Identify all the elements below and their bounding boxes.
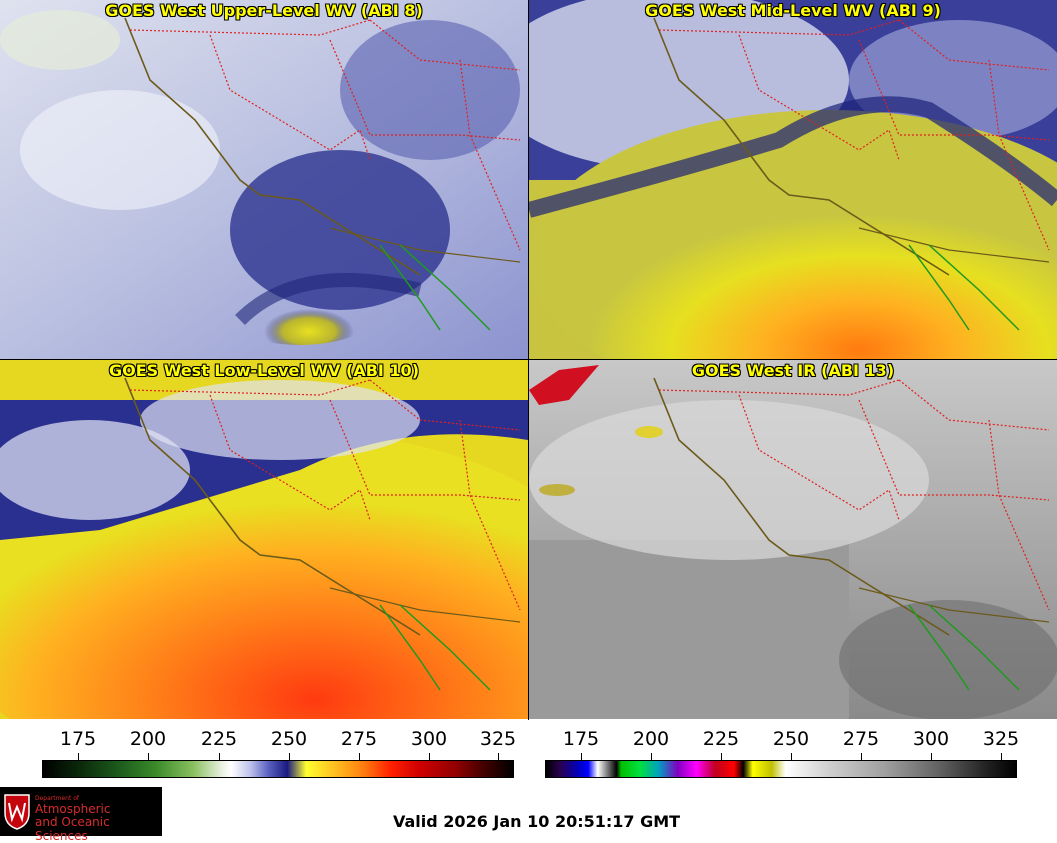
panel-title: GOES West Mid-Level WV (ABI 9)	[645, 1, 941, 20]
ir-tick-label: 275	[842, 728, 880, 750]
uw-aos-logo: Department of Atmospheric and Oceanic Sc…	[0, 787, 162, 843]
ir-tick-mark	[791, 753, 792, 760]
panel-divider-vertical	[528, 0, 529, 720]
upper-level-wv-image	[0, 0, 528, 359]
ir-tick-label: 325	[982, 728, 1020, 750]
wv-colorbar-tick-labels: 175 200 225 250 275 300 325	[0, 728, 528, 752]
ir-tick-label: 300	[912, 728, 950, 750]
wv-colorbar-gradient	[42, 760, 514, 778]
valid-time: Valid 2026 Jan 10 20:51:17 GMT	[393, 812, 681, 831]
wv-tick-mark	[148, 753, 149, 760]
ir-tick-label: 200	[632, 728, 670, 750]
ir-tick-mark	[1001, 753, 1002, 760]
wv-tick-mark	[289, 753, 290, 760]
wv-tick-label: 300	[410, 728, 448, 750]
logo-dept-text: Department of	[35, 795, 79, 802]
wv-tick-label: 250	[270, 728, 308, 750]
wv-tick-mark	[429, 753, 430, 760]
wv-tick-mark	[498, 753, 499, 760]
panel-title: GOES West Upper-Level WV (ABI 8)	[105, 1, 423, 20]
wv-tick-label: 275	[340, 728, 378, 750]
wv-tick-mark	[78, 753, 79, 760]
panel-title: GOES West Low-Level WV (ABI 10)	[108, 361, 419, 380]
panel-upper-level-wv: GOES West Upper-Level WV (ABI 8)	[0, 0, 528, 359]
ir-tick-mark	[651, 753, 652, 760]
wv-tick-label: 325	[479, 728, 517, 750]
wv-tick-label: 175	[59, 728, 97, 750]
ir-tick-mark	[721, 753, 722, 760]
ir-colorbar: 175 200 225 250 275 300 325	[529, 720, 1057, 780]
panel-mid-level-wv: GOES West Mid-Level WV (ABI 9)	[529, 0, 1057, 359]
logo-line2: and Oceanic Sciences	[35, 815, 110, 843]
mid-level-wv-image	[529, 0, 1057, 359]
ir-tick-mark	[861, 753, 862, 760]
wv-colorbar: 175 200 225 250 275 300 325	[0, 720, 528, 780]
ir-tick-label: 225	[702, 728, 740, 750]
ir-tick-label: 175	[562, 728, 600, 750]
panel-ir: GOES West IR (ABI 13)	[529, 360, 1057, 719]
logo-line1: Atmospheric	[35, 802, 111, 816]
ir-tick-mark	[581, 753, 582, 760]
uw-crest-icon	[4, 794, 30, 830]
panel-title: GOES West IR (ABI 13)	[691, 361, 895, 380]
ir-tick-label: 250	[772, 728, 810, 750]
low-level-wv-image	[0, 360, 528, 719]
panel-low-level-wv: GOES West Low-Level WV (ABI 10)	[0, 360, 528, 719]
ir-colorbar-tick-labels: 175 200 225 250 275 300 325	[529, 728, 1057, 752]
wv-tick-label: 225	[200, 728, 238, 750]
wv-tick-mark	[219, 753, 220, 760]
ir-colorbar-gradient	[545, 760, 1017, 778]
wv-tick-mark	[359, 753, 360, 760]
ir-tick-mark	[931, 753, 932, 760]
wv-tick-label: 200	[129, 728, 167, 750]
panel-divider-horizontal	[0, 359, 1057, 360]
ir-image	[529, 360, 1057, 719]
